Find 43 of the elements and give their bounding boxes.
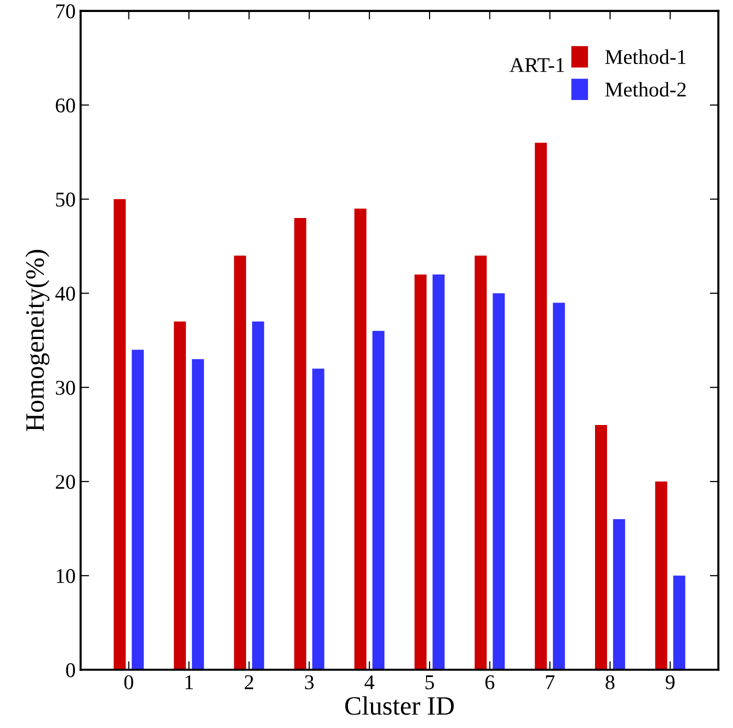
x-tick-label: 0 — [124, 675, 134, 690]
y-tick-label: 50 — [56, 192, 75, 207]
bar — [114, 199, 126, 670]
bar — [655, 482, 668, 670]
x-axis-title: Cluster ID — [345, 696, 454, 715]
bar — [372, 330, 384, 670]
x-tick-label: 7 — [546, 675, 554, 690]
y-tick-label: 60 — [56, 98, 75, 112]
bar — [414, 274, 427, 670]
bar — [132, 350, 144, 670]
x-tick-label: 6 — [485, 675, 494, 690]
bar — [613, 519, 626, 670]
bar — [312, 368, 324, 670]
bar — [492, 293, 505, 670]
legend-label: Method-2 — [605, 82, 686, 97]
x-tick-label: 3 — [305, 675, 314, 690]
bar — [595, 425, 608, 670]
bar — [552, 302, 565, 670]
x-tick-label: 9 — [666, 675, 675, 690]
x-tick-label: 8 — [606, 675, 614, 690]
y-tick-label: 40 — [55, 286, 75, 301]
y-tick-label: 10 — [56, 569, 75, 584]
legend-label: Method-1 — [605, 49, 686, 64]
bar — [234, 256, 246, 670]
y-tick-label: 70 — [56, 4, 75, 18]
bar — [474, 256, 487, 670]
bar — [192, 359, 204, 670]
bar — [294, 218, 306, 670]
y-axis-title: Homogeneity(%) — [25, 250, 50, 432]
y-tick-label: 30 — [56, 380, 75, 395]
x-tick-label: 2 — [244, 675, 254, 690]
bar — [252, 322, 264, 670]
bar — [174, 322, 186, 670]
x-tick-label: 1 — [186, 675, 193, 690]
x-tick-label: 4 — [364, 675, 374, 690]
y-tick-label: 20 — [56, 474, 75, 489]
bar — [534, 142, 547, 670]
bar — [354, 208, 366, 670]
legend-title: ART-1 — [510, 58, 564, 72]
y-tick-label: 0 — [66, 663, 75, 678]
bar — [673, 576, 686, 670]
bar — [432, 274, 445, 670]
x-tick-label: 5 — [426, 675, 434, 690]
